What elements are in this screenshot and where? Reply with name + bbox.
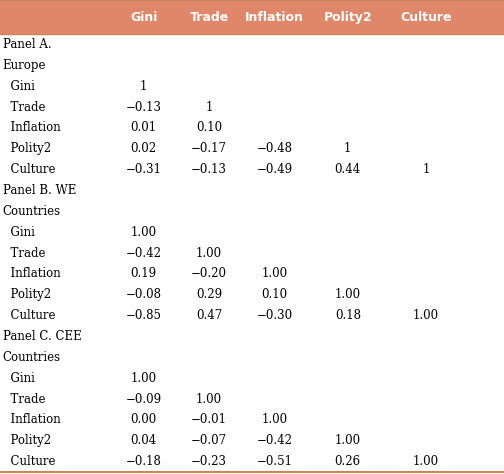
Text: Gini: Gini	[3, 372, 34, 385]
Text: 1: 1	[422, 163, 429, 176]
Text: 1: 1	[206, 100, 213, 114]
Text: Culture: Culture	[3, 455, 55, 468]
Text: 1.00: 1.00	[196, 246, 222, 260]
Text: −0.01: −0.01	[191, 413, 227, 427]
Text: 0.02: 0.02	[131, 142, 157, 155]
Text: 1.00: 1.00	[131, 226, 157, 239]
Text: −0.13: −0.13	[125, 100, 162, 114]
Text: Polity2: Polity2	[324, 10, 372, 24]
Text: −0.42: −0.42	[257, 434, 293, 447]
Text: Inflation: Inflation	[3, 413, 60, 427]
Text: −0.49: −0.49	[257, 163, 293, 176]
Text: Polity2: Polity2	[3, 288, 50, 301]
Text: 0.18: 0.18	[335, 309, 361, 322]
Text: 0.44: 0.44	[335, 163, 361, 176]
Text: −0.17: −0.17	[191, 142, 227, 155]
Text: Panel B. WE: Panel B. WE	[3, 184, 76, 197]
Text: 0.47: 0.47	[196, 309, 222, 322]
Text: Gini: Gini	[3, 80, 34, 93]
Text: Trade: Trade	[190, 10, 229, 24]
Text: Polity2: Polity2	[3, 434, 50, 447]
Text: 0.04: 0.04	[131, 434, 157, 447]
Text: 0.01: 0.01	[131, 121, 157, 135]
Text: 0.10: 0.10	[196, 121, 222, 135]
Text: 0.19: 0.19	[131, 267, 157, 281]
Text: −0.48: −0.48	[257, 142, 293, 155]
Text: −0.09: −0.09	[125, 392, 162, 406]
Text: 1: 1	[344, 142, 351, 155]
Text: Trade: Trade	[3, 246, 45, 260]
Text: −0.20: −0.20	[191, 267, 227, 281]
Text: 1.00: 1.00	[413, 455, 439, 468]
Text: −0.42: −0.42	[125, 246, 162, 260]
Text: −0.08: −0.08	[125, 288, 162, 301]
Text: 0.10: 0.10	[262, 288, 288, 301]
Text: 1.00: 1.00	[196, 392, 222, 406]
Text: 1.00: 1.00	[131, 372, 157, 385]
Text: Culture: Culture	[400, 10, 452, 24]
Text: 1.00: 1.00	[262, 413, 288, 427]
Text: −0.85: −0.85	[125, 309, 162, 322]
Text: Countries: Countries	[3, 351, 60, 364]
Text: Panel A.: Panel A.	[3, 38, 51, 51]
Text: Culture: Culture	[3, 163, 55, 176]
Bar	[0, 0, 504, 34]
Text: Inflation: Inflation	[245, 10, 304, 24]
Text: Trade: Trade	[3, 392, 45, 406]
Text: Trade: Trade	[3, 100, 45, 114]
Text: −0.51: −0.51	[257, 455, 293, 468]
Text: Countries: Countries	[3, 205, 60, 218]
Text: Gini: Gini	[130, 10, 157, 24]
Text: Gini: Gini	[3, 226, 34, 239]
Text: −0.31: −0.31	[125, 163, 162, 176]
Text: Polity2: Polity2	[3, 142, 50, 155]
Text: −0.18: −0.18	[125, 455, 162, 468]
Text: 1.00: 1.00	[335, 288, 361, 301]
Text: Panel C. CEE: Panel C. CEE	[3, 330, 81, 343]
Text: −0.13: −0.13	[191, 163, 227, 176]
Text: 1.00: 1.00	[335, 434, 361, 447]
Text: Europe: Europe	[3, 59, 46, 72]
Text: 0.26: 0.26	[335, 455, 361, 468]
Text: Inflation: Inflation	[3, 121, 60, 135]
Text: −0.07: −0.07	[191, 434, 227, 447]
Text: 0.29: 0.29	[196, 288, 222, 301]
Text: −0.23: −0.23	[191, 455, 227, 468]
Text: 1.00: 1.00	[262, 267, 288, 281]
Text: 1: 1	[140, 80, 147, 93]
Text: Inflation: Inflation	[3, 267, 60, 281]
Text: Culture: Culture	[3, 309, 55, 322]
Text: 1.00: 1.00	[413, 309, 439, 322]
Text: 0.00: 0.00	[131, 413, 157, 427]
Text: −0.30: −0.30	[257, 309, 293, 322]
